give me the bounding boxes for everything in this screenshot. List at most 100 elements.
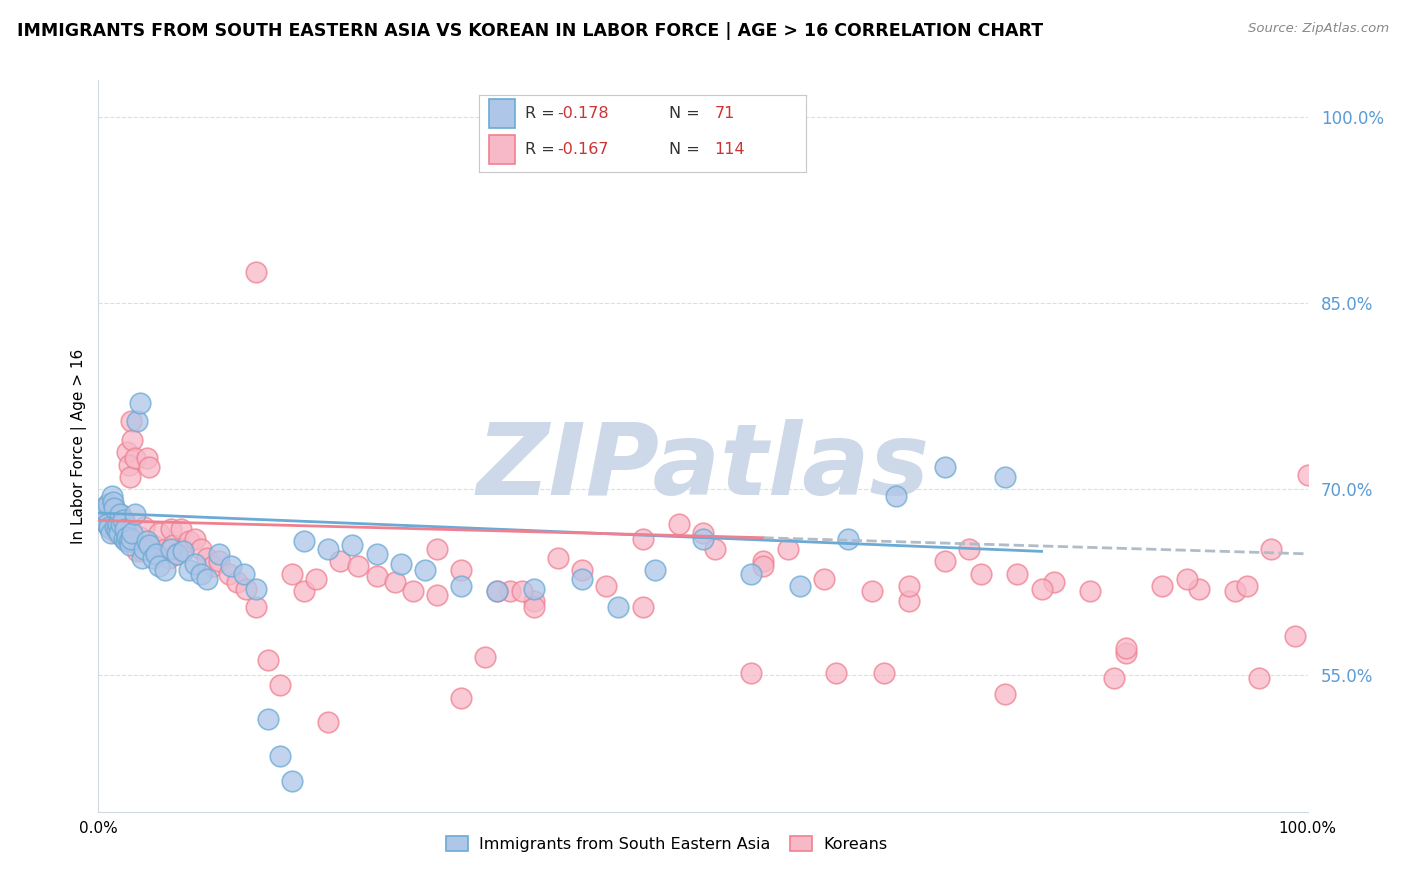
Point [1175,572,1198,586]
Point [202,559,225,574]
Point [329,554,352,568]
Point [103,500,125,515]
Point [644,563,666,577]
Point [226,575,249,590]
Point [486,584,509,599]
Point [118,538,141,552]
Point [172,541,194,556]
Point [897,579,920,593]
Point [166,547,188,561]
Point [281,773,304,788]
Point [245,600,267,615]
Point [111,513,134,527]
Point [98,519,121,533]
Point [162,538,184,552]
Point [138,460,160,475]
Point [121,433,143,447]
Point [245,265,267,279]
Point [135,451,157,466]
Point [93,509,115,524]
Text: ZIPatlas: ZIPatlas [477,419,929,516]
Point [103,500,125,515]
Point [135,534,157,549]
Point [190,566,212,581]
Point [752,559,775,574]
Point [117,529,139,543]
Point [94,505,117,519]
Point [342,538,364,552]
Point [498,584,520,599]
Point [179,563,201,577]
Point [172,544,194,558]
Point [384,575,406,590]
Point [148,559,170,574]
Point [184,532,207,546]
Point [134,541,156,556]
Point [118,470,141,484]
Point [148,525,170,540]
Point [235,582,257,596]
Point [134,519,156,533]
Point [128,529,150,543]
Point [413,563,436,577]
Point [100,489,122,503]
Point [145,547,167,561]
Point [704,541,727,556]
Point [100,525,122,540]
Point [100,513,122,527]
Point [157,550,180,565]
Point [316,541,339,556]
Point [118,534,141,549]
Point [128,395,150,409]
Point [112,532,135,546]
Point [120,414,142,428]
Point [366,547,388,561]
Point [825,665,848,680]
Point [118,458,141,472]
Point [124,451,146,466]
Point [292,534,315,549]
Point [1007,566,1029,581]
Point [208,554,231,568]
Point [1115,641,1137,656]
Point [131,550,153,565]
Point [121,525,143,540]
Point [97,497,120,511]
Point [256,653,278,667]
Point [91,505,114,519]
Point [195,550,218,565]
Point [450,579,472,593]
Point [142,550,165,565]
Point [256,712,278,726]
Point [994,470,1017,484]
Point [160,522,183,536]
Point [934,460,956,475]
Point [668,517,690,532]
Point [523,600,546,615]
Point [97,497,120,511]
Text: IMMIGRANTS FROM SOUTH EASTERN ASIA VS KOREAN IN LABOR FORCE | AGE > 16 CORRELATI: IMMIGRANTS FROM SOUTH EASTERN ASIA VS KO… [17,22,1043,40]
Point [127,544,149,558]
Point [994,687,1017,701]
Point [886,489,908,503]
Point [232,566,254,581]
Point [860,584,883,599]
Point [1260,541,1282,556]
Point [110,517,132,532]
Point [108,525,131,540]
Point [169,522,191,536]
Point [281,566,304,581]
Point [789,579,811,593]
Point [105,522,128,536]
Point [221,559,243,574]
Point [98,519,121,533]
Y-axis label: In Labor Force | Age > 16: In Labor Force | Age > 16 [72,349,87,543]
Point [510,584,533,599]
Point [1296,467,1319,482]
Point [90,509,112,524]
Point [153,541,176,556]
Point [1284,629,1306,643]
Point [195,572,218,586]
Point [571,572,593,586]
Point [1115,646,1137,660]
